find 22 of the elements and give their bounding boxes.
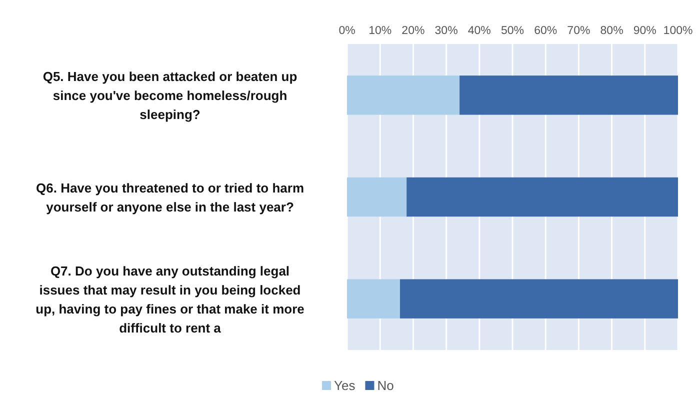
legend-label: No [377,378,394,393]
x-tick-label: 20% [402,25,425,37]
legend-label: Yes [334,378,356,393]
x-tick-label: 60% [534,25,558,37]
y-tick-label: Q7. Do you have any outstanding legal issues that may result in you being locked up, having to pay fines or that make it more difficult to rent a [36,263,304,336]
x-tick-label: 100% [663,25,693,37]
x-tick-label: 80% [600,25,624,37]
x-tick-label: 50% [500,25,524,37]
x-tick-label: 10% [368,25,392,37]
bar [400,279,678,318]
x-tick-label: 90% [633,25,656,37]
y-tick-label: Q6. Have you threatened to or tried to harm yourself or anyone else in the last year? [36,180,304,214]
x-tick-label: 0% [338,25,356,37]
x-tick-label: 30% [434,25,458,37]
bar [347,76,460,115]
bar [347,177,407,217]
bar [460,76,678,115]
x-tick-label: 40% [468,25,491,37]
y-tick-label: Q5. Have you been attacked or beaten up since you've become homeless/rough sleeping? [42,69,298,122]
bar [347,279,400,318]
bar [406,177,678,217]
x-tick-label: 70% [567,25,590,37]
